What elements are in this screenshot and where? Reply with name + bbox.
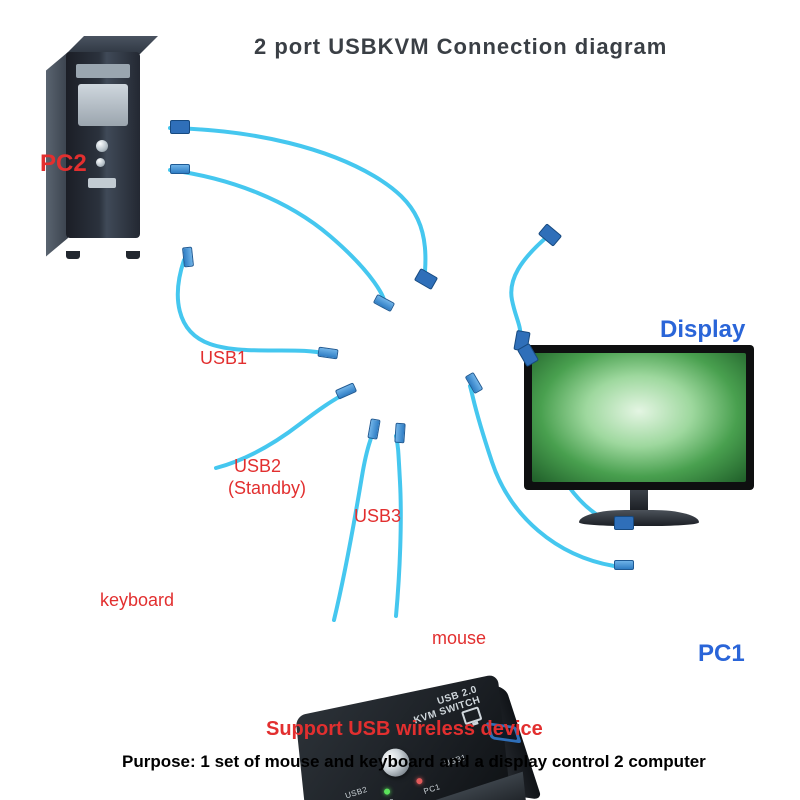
cable-pc2-usb [170, 170, 385, 306]
usb3-label: USB3 [354, 506, 401, 527]
display-label: Display [660, 316, 745, 344]
usb-connector [394, 423, 405, 444]
vga-connector [414, 268, 438, 290]
diagram-title: 2 port USBKVM Connection diagram [254, 34, 667, 60]
usb-connector [170, 164, 190, 174]
display-monitor [524, 345, 754, 535]
pc2-tower [26, 36, 176, 251]
usb-connector [317, 347, 338, 360]
usb-connector [373, 294, 395, 312]
diagram-stage: 2 port USBKVM Connection diagram PC2 Dis… [0, 0, 800, 800]
usb-connector [182, 247, 194, 268]
cable-disp-vga [511, 236, 548, 340]
usb-connector [367, 418, 380, 439]
vga-connector [538, 223, 562, 247]
usb1-label: USB1 [200, 348, 247, 369]
purpose-text: Purpose: 1 set of mouse and keyboard and… [122, 752, 706, 772]
keyboard-label: keyboard [100, 590, 174, 611]
usb2-standby-label: (Standby) [228, 478, 306, 499]
vga-connector [614, 516, 634, 530]
pc2-label: PC2 [40, 150, 87, 178]
usb2-label: USB2 [234, 456, 281, 477]
mouse-label: mouse [432, 628, 486, 649]
vga-connector [170, 120, 190, 134]
cable-pc2-vga [170, 128, 425, 282]
pc1-label: PC1 [698, 640, 745, 668]
usb-connector [614, 560, 634, 570]
usb-connector [465, 372, 484, 394]
usb-connector [335, 382, 357, 399]
cable-usb1 [178, 260, 326, 354]
subtitle-text: Support USB wireless device [266, 718, 543, 741]
